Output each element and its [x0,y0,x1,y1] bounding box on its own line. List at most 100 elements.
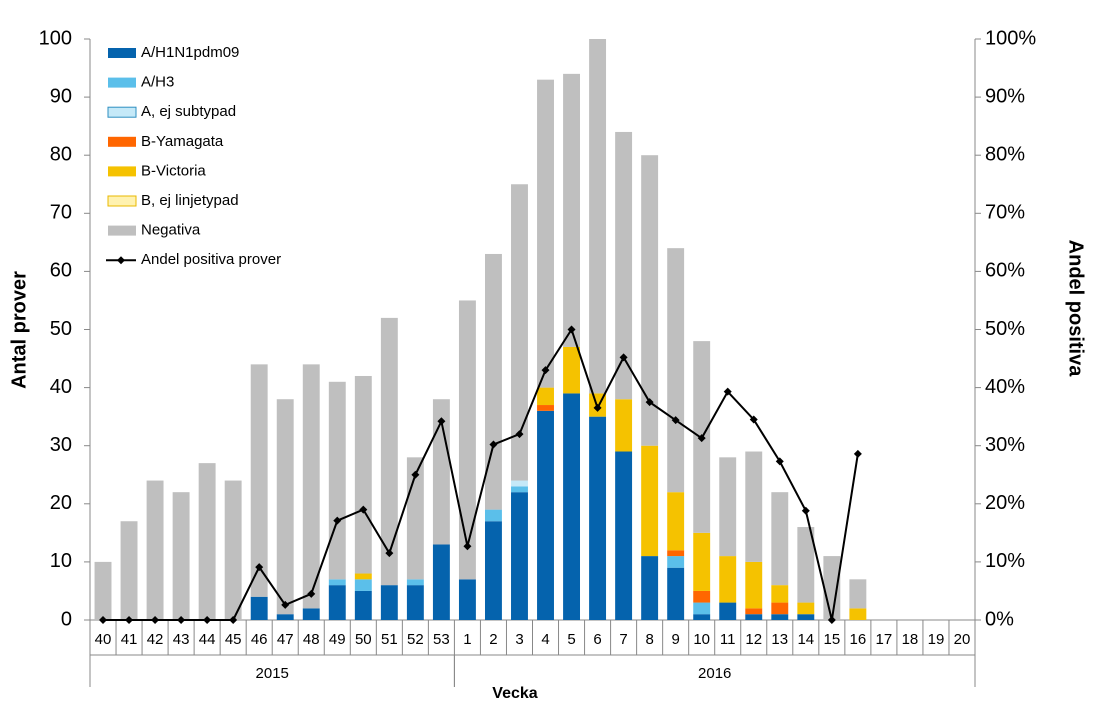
line-marker [801,506,810,515]
bar [511,184,528,481]
bar [745,451,763,562]
bar [667,567,685,620]
bar [771,492,789,586]
line-marker [307,589,316,598]
bar [276,614,294,620]
bar [172,492,190,620]
x-tick-label: 50 [355,631,372,648]
bar [693,532,711,591]
legend-swatch [108,225,136,236]
line-marker [619,353,628,362]
bar [302,364,320,609]
line-marker [593,403,602,412]
x-tick-label: 13 [771,631,788,648]
y-axis-title: Antal prover [8,271,30,389]
bar [771,602,789,615]
y-tick-label: 10 [50,550,72,572]
bar [667,556,685,568]
line-marker [541,366,550,375]
x-tick-label: 41 [121,631,138,648]
line-marker [463,542,472,551]
bar [771,614,789,620]
bar [797,614,815,620]
x-tick-label: 2 [489,631,497,648]
x-axis-title: Vecka [492,685,537,702]
line-marker [151,616,160,624]
x-tick-label: 12 [745,631,762,648]
bar [458,300,476,580]
legend-swatch [108,136,136,147]
x-tick-label: 48 [303,631,320,648]
legend-label: Negativa [141,222,201,239]
x-tick-label: 42 [147,631,164,648]
line-marker [359,505,368,514]
y-tick-label: 90 [50,85,72,107]
legend-label: B, ej linjetypad [141,192,239,209]
x-tick-label: 17 [876,631,893,648]
bar [641,556,659,620]
line-marker [333,516,342,525]
bar [797,602,815,615]
bar [641,445,659,557]
line [103,327,859,621]
x-tick-label: 8 [645,631,653,648]
legend-label: A/H1N1pdm09 [141,44,239,61]
y-tick-label: 50 [50,318,72,340]
bar [719,602,737,620]
bar [615,131,633,400]
bar [589,39,607,394]
line-marker [99,616,108,624]
bar [354,573,372,580]
y2-axis-title: Andel positiva [1065,240,1087,378]
bar [224,480,242,620]
x-tick-label: 40 [95,631,112,648]
x-tick-label: 46 [251,631,268,648]
legend-swatch [117,256,125,265]
x-tick-label: 47 [277,631,294,648]
bar [797,527,815,603]
legend-label: B-Yamagata [141,133,224,150]
bar [719,457,737,557]
bar [667,248,685,493]
line-marker [853,449,862,458]
bar [484,253,502,510]
x-tick-label: 11 [720,631,736,648]
x-tick-label: 9 [671,631,679,648]
bar [511,480,528,487]
bar [354,579,372,591]
bar [745,608,763,615]
bar [380,317,398,586]
bar [771,585,789,603]
group-label: 2016 [698,665,731,682]
bar [406,579,424,586]
y-tick-label: 20 [50,492,72,514]
line-marker [645,398,654,407]
y2-tick-label: 80% [985,143,1025,165]
bar [745,614,763,620]
bar [250,364,268,597]
bar [693,614,711,620]
x-tick-label: 5 [567,631,575,648]
bar [537,387,554,406]
line-marker [671,416,680,425]
group-label: 2015 [256,665,289,682]
y2-tick-label: 70% [985,202,1025,224]
legend-label: Andel positiva prover [141,251,281,268]
bar [537,410,554,620]
bar [94,561,112,620]
y2-tick-label: 100% [985,27,1036,49]
y2-tick-label: 90% [985,85,1025,107]
bar [484,521,502,620]
bar [537,405,554,411]
x-tick-label: 49 [329,631,346,648]
y2-tick-label: 40% [985,376,1025,398]
x-tick-label: 18 [902,631,919,648]
bar [380,585,398,620]
x-tick-label: 51 [381,631,398,648]
y2-tick-label: 50% [985,318,1025,340]
legend-swatch [107,195,137,207]
bar [328,381,346,580]
legend-swatch [108,77,136,88]
x-tick-label: 44 [199,631,216,648]
bar [563,346,581,394]
